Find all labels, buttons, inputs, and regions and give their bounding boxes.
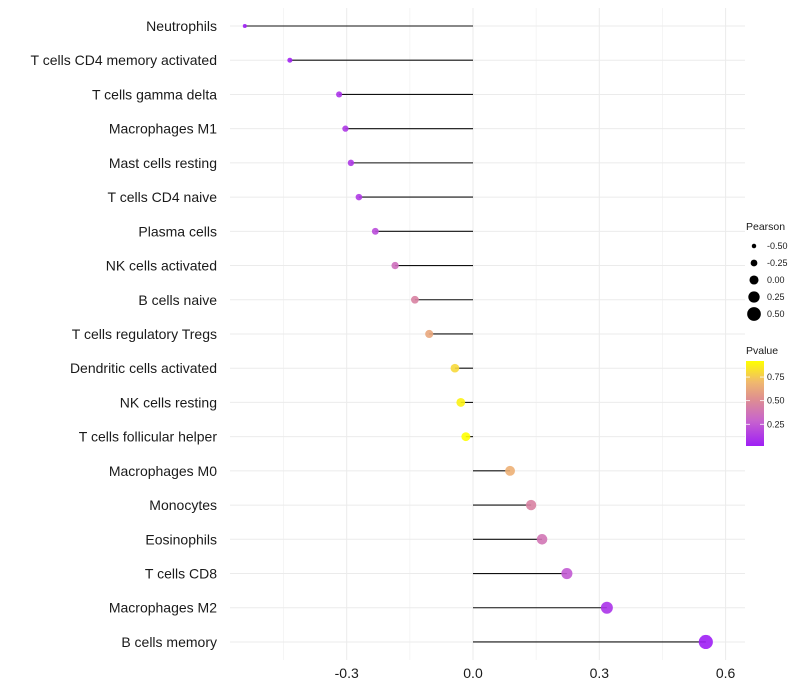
size-legend-label: -0.25 — [767, 258, 788, 268]
size-legend-dot — [750, 259, 758, 267]
point — [450, 363, 460, 373]
category-label: Neutrophils — [146, 18, 217, 34]
size-legend-title: Pearson — [746, 221, 785, 233]
category-label: Eosinophils — [145, 531, 217, 547]
size-legend-label: 0.25 — [767, 292, 785, 302]
category-label: Macrophages M0 — [109, 463, 217, 479]
color-legend-title: Pvalue — [746, 345, 778, 357]
size-legend-dot — [747, 307, 761, 321]
point — [425, 329, 434, 339]
category-label: Dendritic cells activated — [70, 360, 217, 376]
point — [525, 499, 537, 511]
point — [461, 432, 471, 442]
point — [456, 398, 466, 407]
category-label: Plasma cells — [138, 223, 217, 239]
point — [287, 57, 293, 63]
category-label: T cells CD8 — [145, 566, 217, 582]
point — [536, 534, 548, 545]
category-label: Macrophages M2 — [109, 600, 217, 616]
size-legend-dot — [749, 275, 759, 285]
category-label: B cells naive — [138, 292, 217, 308]
point — [336, 91, 343, 98]
color-legend-bar — [746, 361, 764, 446]
point — [698, 634, 713, 650]
category-label: T cells CD4 naive — [108, 189, 218, 205]
x-tick-label: 0.6 — [716, 665, 736, 681]
category-label: T cells gamma delta — [92, 86, 217, 102]
size-legend-dot — [751, 243, 757, 249]
point — [411, 295, 419, 304]
point — [600, 601, 613, 614]
color-legend-label: 0.50 — [767, 396, 785, 406]
point — [347, 159, 355, 167]
category-label: T cells follicular helper — [79, 429, 218, 445]
category-label: NK cells activated — [106, 258, 217, 274]
category-label: Mast cells resting — [109, 155, 217, 171]
category-label: B cells memory — [121, 634, 217, 650]
point — [561, 567, 573, 580]
category-label: Monocytes — [149, 497, 217, 513]
point — [242, 23, 247, 29]
size-legend-label: -0.50 — [767, 241, 788, 251]
point — [342, 125, 349, 132]
category-label: Macrophages M1 — [109, 121, 217, 137]
category-label: T cells regulatory Tregs — [72, 326, 217, 342]
size-legend-label: 0.50 — [767, 309, 785, 319]
color-legend-label: 0.25 — [767, 419, 785, 429]
size-legend-dot — [748, 291, 760, 303]
color-legend-label: 0.75 — [767, 372, 785, 382]
category-label: T cells CD4 memory activated — [31, 52, 217, 68]
point — [355, 193, 363, 201]
x-tick-label: 0.3 — [590, 665, 610, 681]
point — [371, 227, 379, 235]
x-tick-label: -0.3 — [335, 665, 359, 681]
category-label: NK cells resting — [120, 394, 217, 410]
point — [505, 465, 515, 476]
size-legend-label: 0.00 — [767, 275, 785, 285]
point — [391, 261, 399, 270]
x-tick-label: 0.0 — [463, 665, 483, 681]
